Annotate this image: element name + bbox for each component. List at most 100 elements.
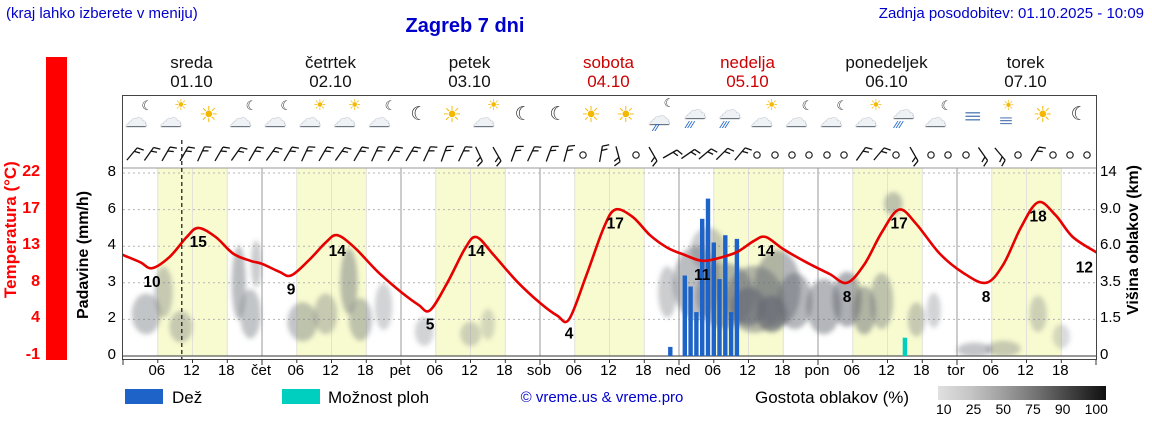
day-date: 01.10 [170, 72, 213, 91]
cloud-axis-tick: 9.0 [1100, 199, 1121, 217]
precip-axis-tick: 8 [107, 163, 116, 180]
wind-barb-icon [318, 146, 334, 162]
density-tick-label: 25 [965, 401, 982, 417]
wind-barb-icon [734, 147, 752, 161]
meteogram-svg: 10 15 9 14 5 14 4 17 11 14 8 17 8 18 12 [122, 140, 1097, 365]
calm-wind-icon [1048, 151, 1057, 159]
hour-label: 18 [773, 362, 791, 379]
density-tick-label: 75 [1025, 401, 1041, 417]
calm-wind-icon [927, 151, 935, 159]
weather-icon-cloud-moon: ☾ ☁ [263, 98, 293, 131]
wind-barb-icon [161, 146, 178, 162]
wind-barb-icon [301, 146, 316, 162]
cloud-axis-tick: 0 [1100, 346, 1109, 363]
weather-icon-cloud-sun: ☀ ☁ [159, 97, 188, 131]
day-abbrev-label: tor [947, 362, 965, 379]
temp-axis-tick: 22 [22, 163, 40, 180]
weather-icon-cloud-moon: ☾ ☁ [784, 98, 814, 131]
wind-barb-icon [475, 146, 484, 167]
hour-label: 12 [461, 362, 478, 379]
wind-barb-icon [126, 147, 144, 161]
day-header: petek 03.10 [400, 53, 539, 91]
hour-label: 18 [217, 362, 235, 379]
weather-icon-cloud-moon: ☾ ☁ [819, 98, 849, 131]
weather-icon-moon: ☾ [410, 104, 428, 125]
calm-wind-icon [822, 151, 831, 159]
day-header: nedelja 05.10 [678, 53, 817, 91]
precip-axis-tick: 3 [107, 272, 116, 290]
wind-barb-icon [614, 146, 621, 167]
calm-wind-icon [579, 151, 588, 159]
day-header: sreda 01.10 [122, 53, 261, 91]
chart-plot-area: ☾ ☁ ☀ ☁ ☀ ☾ ☁ ☾ ☁ ☀ ☁ ☀ ☁ ☾ ☁ ☾ ☀ ☀ ☁ ☾ ☾ ☀ ☀ ☾ ☁ ∕∕ ☁ ∕∕∕ ☁ ∕∕∕ ☀ ☁ ☾ ☁ ☾… [122, 95, 1097, 365]
wind-barb-icon [856, 146, 873, 161]
weather-icon-moon: ☾ [1070, 104, 1088, 125]
wind-barb-icon [909, 146, 919, 167]
wind-barbs-row [123, 142, 1096, 167]
wind-barb-icon [648, 146, 658, 167]
temperature-label: 11 [694, 267, 711, 284]
day-header: sobota 04.10 [539, 53, 678, 91]
hour-label: 18 [912, 362, 930, 379]
hour-label: 18 [495, 362, 513, 379]
calm-wind-icon [1066, 151, 1074, 159]
wind-barb-icon [598, 144, 610, 162]
wind-barb-icon [283, 146, 300, 162]
copyright-link[interactable]: © vreme.us & vreme.pro [520, 389, 684, 406]
weather-icon-fog-sun: ☀ ≡ [999, 97, 1015, 130]
hour-label: 12 [322, 362, 339, 379]
calm-wind-icon [944, 151, 953, 159]
wind-barb-icon [265, 146, 283, 161]
temperature-label: 14 [757, 243, 775, 260]
day-abbrev-label: pon [804, 362, 830, 379]
cloud-density-gradient [938, 386, 1106, 400]
temperature-label: 17 [890, 216, 907, 233]
wind-barb-icon [457, 146, 473, 162]
weather-icon-rain: ☁ ∕∕∕ [891, 97, 915, 131]
day-header: ponedeljek 06.10 [817, 53, 956, 91]
day-name: nedelja [720, 53, 775, 72]
weather-icon-cloud-moon: ☾ ☁ [367, 98, 397, 131]
temp-axis-tick: 13 [22, 236, 40, 254]
temperature-label: 8 [982, 289, 991, 306]
calm-wind-icon [631, 151, 640, 159]
cloud-density-ticks: 10 25 50 75 90 100 [936, 401, 1108, 417]
weather-icon-rain: ☁ ∕∕∕ [718, 97, 742, 131]
temperature-axis-strip [46, 57, 67, 360]
rain-bars [668, 198, 908, 356]
density-tick-label: 90 [1054, 401, 1071, 417]
page-title: Zagreb 7 dni [405, 15, 525, 37]
calm-wind-icon [892, 151, 900, 159]
calm-wind-icon [753, 151, 761, 159]
temperature-label: 8 [843, 289, 852, 306]
day-date: 02.10 [309, 72, 352, 91]
calm-wind-icon [788, 151, 796, 159]
day-header: četrtek 02.10 [261, 53, 400, 91]
weather-icon-sun: ☀ [198, 102, 219, 127]
temperature-label: 12 [1076, 260, 1093, 277]
rain-legend-label: Dež [172, 388, 203, 407]
weather-icon-sun: ☀ [615, 102, 636, 127]
day-name: sobota [582, 53, 635, 72]
day-name: četrtek [304, 53, 357, 72]
temperature-label: 17 [607, 216, 624, 233]
rain-legend-swatch [125, 389, 163, 404]
temperature-label: 14 [468, 243, 486, 260]
temperature-label: 15 [190, 234, 208, 251]
hour-label: 18 [356, 362, 374, 379]
weather-icon-moon: ☾ [549, 104, 567, 125]
calm-wind-icon [961, 151, 970, 159]
day-name: torek [1006, 53, 1045, 72]
weather-icon-moon: ☾ [514, 104, 532, 125]
wind-barb-icon [405, 146, 421, 162]
wind-barb-icon [387, 146, 404, 162]
wind-barb-icon [370, 146, 386, 162]
weather-icon-rain: ☁ ∕∕∕ [683, 97, 707, 131]
hour-label: 06 [982, 362, 1000, 379]
precip-axis-tick: 2 [107, 309, 116, 327]
weather-icon-cloud-sun: ☀ ☁ [854, 97, 883, 131]
calm-wind-icon [770, 151, 779, 159]
temp-axis-tick: 17 [22, 199, 40, 217]
cloud-axis-tick: 14 [1100, 163, 1117, 180]
